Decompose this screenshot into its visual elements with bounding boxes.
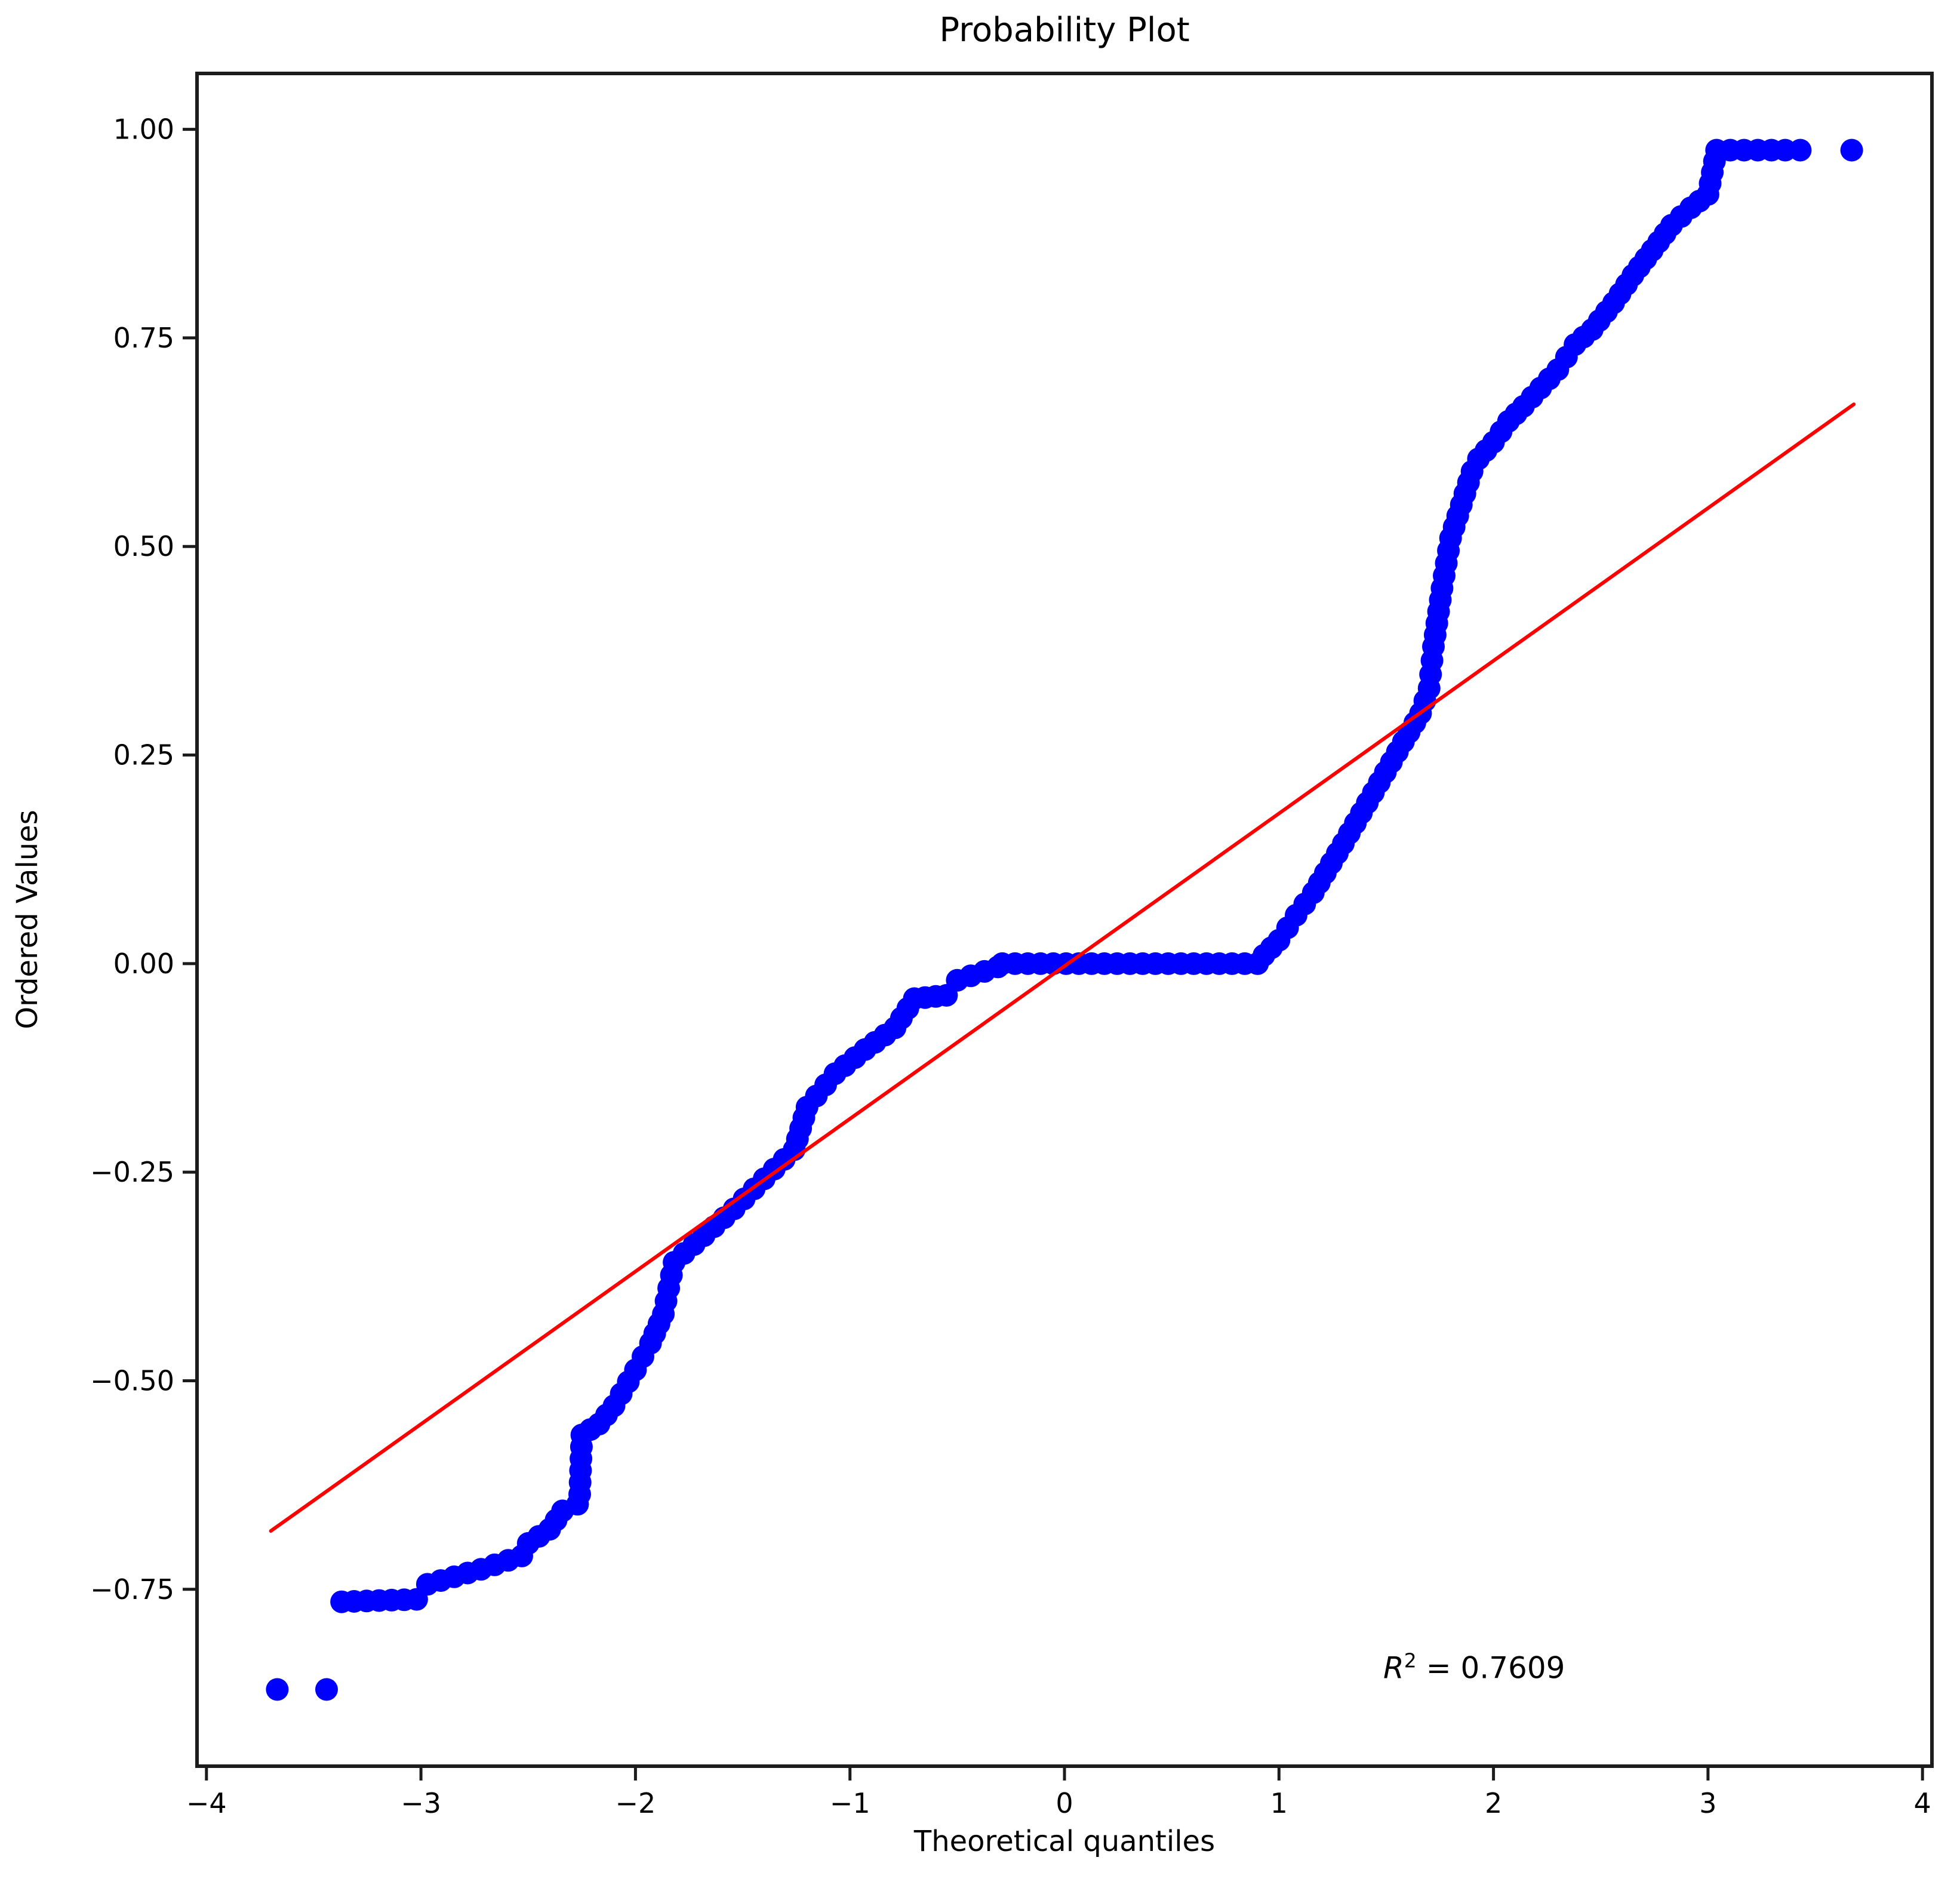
- data-point: [266, 1678, 289, 1701]
- y-tick-label: 1.00: [113, 113, 174, 146]
- x-tick-label: 3: [1699, 1787, 1716, 1819]
- data-point: [1840, 139, 1863, 162]
- y-tick-label: 0.50: [113, 530, 174, 562]
- x-tick-label: −2: [615, 1787, 656, 1819]
- x-tick-label: 4: [1914, 1787, 1931, 1819]
- r-squared-variable: R: [1383, 1650, 1404, 1686]
- x-tick-label: 0: [1056, 1787, 1073, 1819]
- x-tick-label: 1: [1270, 1787, 1288, 1819]
- y-tick-label: −0.75: [90, 1573, 174, 1606]
- data-point: [1789, 139, 1812, 162]
- x-axis-label: Theoretical quantiles: [913, 1825, 1216, 1858]
- y-axis-label: Ordered Values: [11, 810, 44, 1029]
- y-tick-label: 0.25: [113, 739, 174, 771]
- chart-title: Probability Plot: [939, 11, 1190, 50]
- y-tick-label: −0.25: [90, 1156, 174, 1188]
- r-squared-exponent: 2: [1404, 1649, 1417, 1672]
- r-squared-value: = 0.7609: [1416, 1650, 1565, 1686]
- y-tick-label: 0.00: [113, 948, 174, 980]
- y-tick-label: −0.50: [90, 1364, 174, 1397]
- y-tick-label: 0.75: [113, 322, 174, 354]
- x-tick-label: −1: [830, 1787, 870, 1819]
- x-tick-label: 2: [1485, 1787, 1502, 1819]
- plot-border: [195, 72, 1934, 1768]
- x-tick-label: −4: [186, 1787, 227, 1819]
- x-tick-label: −3: [401, 1787, 441, 1819]
- data-point: [315, 1678, 338, 1701]
- r-squared-annotation: R2 = 0.7609: [1383, 1649, 1565, 1685]
- fit-line: [269, 402, 1856, 1533]
